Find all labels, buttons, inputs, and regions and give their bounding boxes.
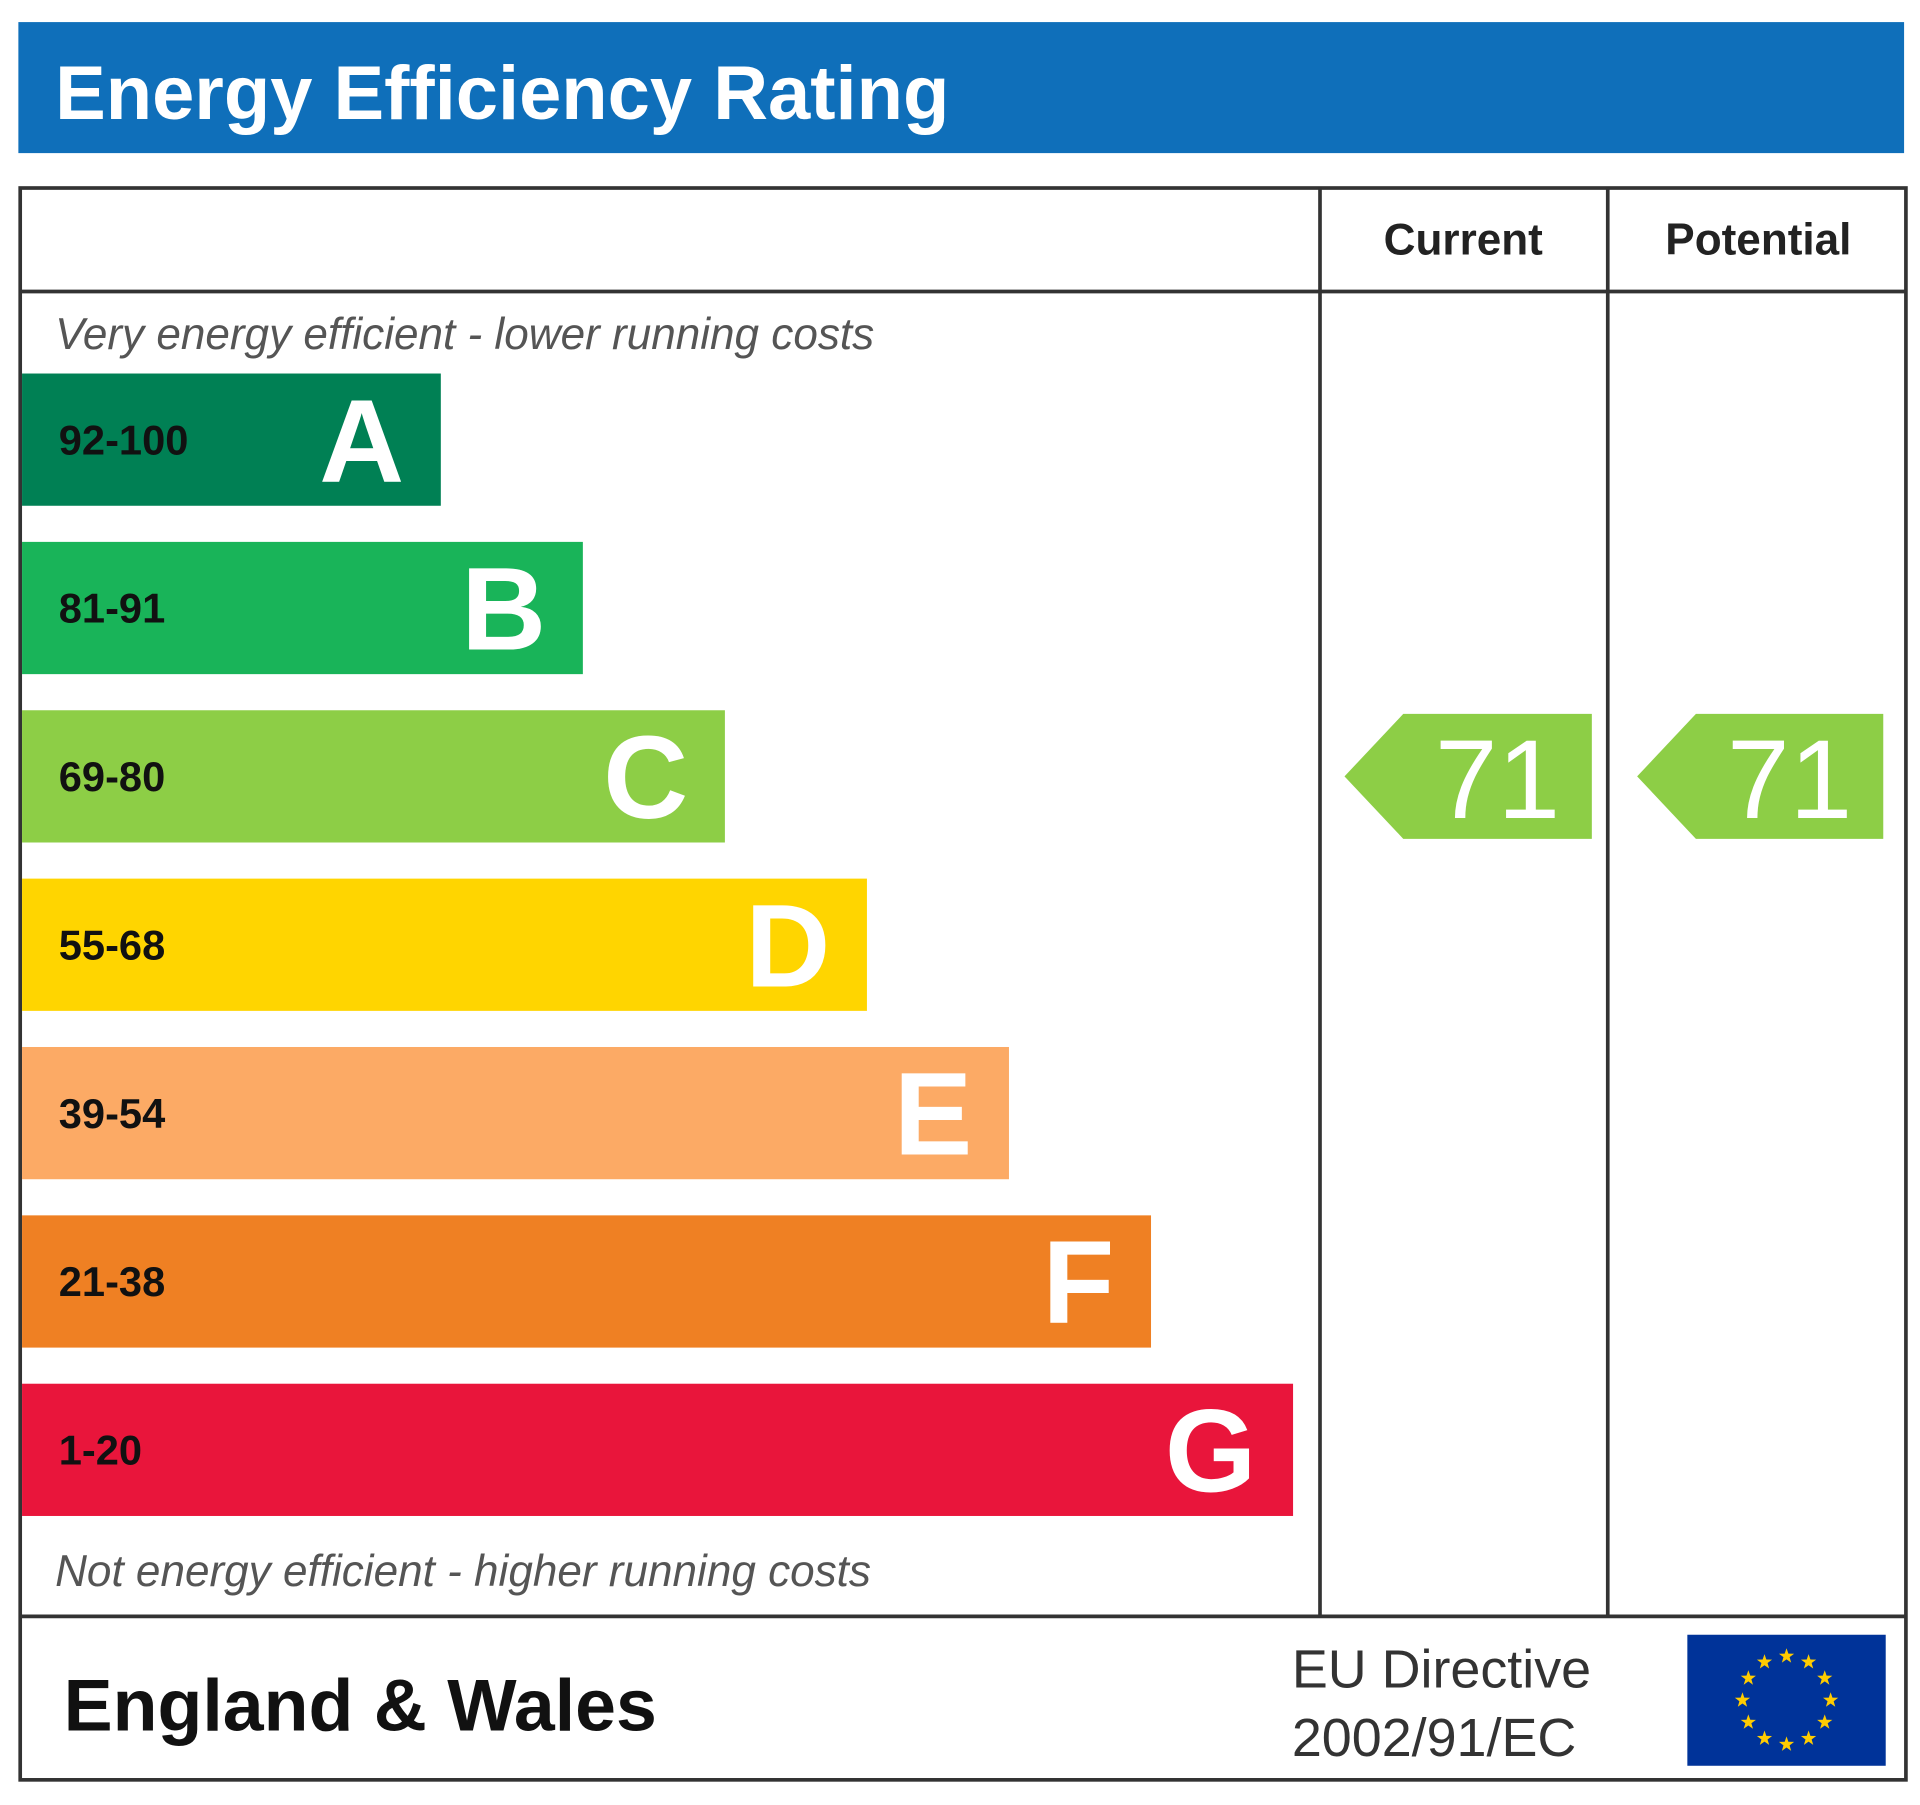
eu-star — [1817, 1714, 1833, 1729]
eu-star — [1800, 1730, 1817, 1745]
rating-band — [22, 1046, 1009, 1180]
column-header: Potential — [1665, 216, 1851, 265]
bottom-note: Not energy efficient - higher running co… — [55, 1547, 871, 1596]
band-range: 1-20 — [59, 1427, 142, 1474]
eu-star — [1756, 1654, 1773, 1669]
rating-value: 71 — [1435, 716, 1560, 842]
title: Energy Efficiency Rating — [55, 51, 949, 136]
top-note: Very energy efficient - lower running co… — [55, 310, 874, 359]
rating-band — [22, 541, 583, 675]
eu-star — [1817, 1670, 1833, 1685]
band-letter: G — [1165, 1385, 1256, 1516]
region: England & Wales — [64, 1663, 657, 1746]
band-letter: D — [745, 880, 830, 1011]
rating-band — [22, 710, 725, 843]
band-range: 39-54 — [59, 1090, 165, 1137]
band-range: 21-38 — [59, 1258, 165, 1305]
rating-value: 71 — [1727, 716, 1852, 842]
band-letter: B — [461, 544, 546, 675]
eu-star — [1734, 1692, 1751, 1707]
rating-band — [22, 1215, 1152, 1348]
directive: 2002/91/EC — [1292, 1708, 1576, 1768]
band-letter: F — [1042, 1217, 1114, 1348]
band-letter: C — [603, 712, 688, 843]
band-range: 69-80 — [59, 753, 165, 800]
directive: EU Directive — [1292, 1639, 1591, 1699]
eu-star — [1800, 1654, 1817, 1669]
eu-star — [1778, 1736, 1795, 1751]
rating-band — [22, 1383, 1294, 1516]
rating-arrow — [1344, 713, 1592, 839]
band-range: 55-68 — [59, 921, 165, 968]
eu-star — [1756, 1730, 1773, 1745]
frame — [18, 186, 1908, 1782]
rating-arrow — [1637, 713, 1884, 839]
eu-star — [1740, 1670, 1756, 1685]
rating-band — [22, 373, 441, 506]
eu-star — [1740, 1714, 1756, 1729]
band-range: 81-91 — [59, 585, 165, 632]
band-letter: A — [319, 375, 404, 506]
eu-star — [1823, 1692, 1839, 1707]
column-header: Current — [1384, 216, 1544, 265]
band-range: 92-100 — [59, 416, 189, 463]
title-bar — [18, 22, 1905, 154]
eu-star — [1778, 1648, 1795, 1663]
rating-band — [22, 878, 867, 1011]
band-letter: E — [894, 1049, 972, 1180]
